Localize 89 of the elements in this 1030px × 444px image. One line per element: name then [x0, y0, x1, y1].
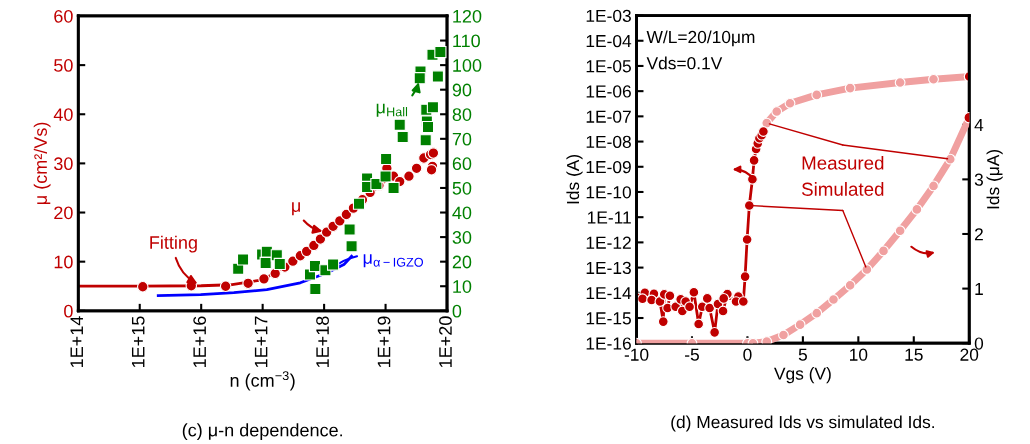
- x-tick-label: 1E+17: [254, 316, 268, 367]
- y2-tick-label: 60: [452, 157, 472, 171]
- y2-tick-label: 110: [453, 34, 480, 48]
- x-tick-label: 1E+14: [70, 316, 83, 367]
- point: [709, 326, 721, 338]
- y-tick-label: 20: [54, 206, 73, 220]
- y2-tick-label: 3: [974, 173, 983, 186]
- y2-tick-label: 80: [452, 108, 472, 121]
- y2-axis-title: Ids (μA): [986, 149, 1003, 209]
- y-tick-label: 40: [53, 108, 73, 121]
- x-tick-label: 15: [905, 348, 923, 361]
- point: [748, 154, 760, 166]
- annotation: Measured: [802, 155, 884, 170]
- text: (c) μ-n dependence.: [182, 423, 342, 441]
- y2-tick-label: 100: [453, 59, 482, 72]
- y2-tick-label: 30: [452, 231, 472, 244]
- y-tick-label: 1E-05: [586, 60, 631, 73]
- point: [701, 292, 713, 304]
- y2-tick-label: 1: [975, 282, 983, 295]
- y-tick-label: 1E-12: [586, 236, 631, 249]
- x-tick-label: 0: [743, 348, 752, 361]
- y2-tick-label: 70: [452, 132, 472, 146]
- x-axis-title: Vgs (V): [774, 367, 831, 384]
- y-axis-title: μ (cm²/Vs): [33, 122, 51, 204]
- y-tick-label: 1E-10: [586, 186, 631, 199]
- point: [784, 97, 796, 109]
- x-tick-label: 1E+16: [193, 316, 207, 367]
- y2-tick-label: 90: [452, 83, 472, 97]
- annotation: Simulated: [801, 182, 884, 196]
- y2-tick-label: 0: [452, 304, 462, 318]
- point: [844, 82, 856, 94]
- y-tick-label: 1E-06: [586, 85, 631, 98]
- point: [811, 89, 823, 101]
- y2-tick-label: 120: [453, 9, 482, 23]
- x-tick-label: 1E+18: [316, 316, 329, 367]
- text: (d) Measured Ids vs simulated Ids.: [671, 415, 934, 432]
- point: [771, 106, 783, 117]
- point: [743, 200, 755, 211]
- y-tick-label: 1E-07: [586, 110, 631, 123]
- y-tick-label: 1E-08: [586, 135, 631, 149]
- y-tick-label: 1E-15: [586, 312, 631, 325]
- y-tick-label: 1E-14: [586, 287, 632, 300]
- y-tick-label: 0: [64, 304, 73, 318]
- y-tick-label: 60: [54, 9, 73, 23]
- point: [718, 292, 730, 304]
- x-tick-label: 10: [850, 348, 868, 361]
- x-tick-label: 1E+19: [377, 316, 391, 367]
- point: [664, 290, 676, 302]
- y2-tick-label: 40: [452, 206, 472, 220]
- series-label: μ: [292, 202, 300, 216]
- y-tick-label: 1E-03: [586, 9, 631, 22]
- x-tick-label: -5: [685, 348, 699, 361]
- point: [741, 234, 753, 245]
- x-tick-label: 5: [798, 348, 807, 361]
- point: [739, 271, 751, 282]
- point: [688, 286, 700, 298]
- y-tick-label: 1E-09: [586, 160, 631, 174]
- point: [657, 316, 669, 328]
- y2-tick-label: 4: [974, 119, 984, 132]
- x-tick-label: 20: [960, 348, 979, 361]
- point: [704, 302, 716, 314]
- y-tick-label: 1E-13: [586, 261, 631, 275]
- annotation: Vds=0.1V: [646, 56, 723, 70]
- point: [693, 318, 705, 330]
- y2-tick-label: 50: [452, 181, 472, 195]
- x-tick-label: -10: [624, 348, 649, 361]
- point: [737, 296, 749, 307]
- y-tick-label: 1E-04: [586, 34, 632, 48]
- point: [717, 305, 729, 317]
- point: [684, 301, 695, 313]
- y-tick-label: 30: [54, 157, 73, 171]
- y2-tick-label: 10: [453, 280, 472, 293]
- legend-label: μ$_{α−IGZO}$: [363, 254, 423, 268]
- y-axis-title: Ids (A): [566, 154, 583, 204]
- point: [928, 73, 939, 85]
- point: [894, 77, 906, 88]
- y2-tick-label: 2: [974, 228, 983, 241]
- y-tick-label: 50: [54, 59, 73, 72]
- y-tick-label: 10: [54, 255, 73, 269]
- y-tick-label: 1E-11: [587, 211, 631, 224]
- series-label: μ$_{Hall}$: [376, 103, 408, 117]
- annotation: W/L=20/10μm: [646, 30, 755, 47]
- y-tick-label: 1E-16: [586, 337, 631, 350]
- y2-tick-label: 20: [452, 255, 472, 269]
- x-tick-label: 1E+20: [439, 316, 452, 367]
- point: [757, 126, 769, 137]
- x-tick-label: 1E+15: [131, 316, 145, 367]
- series-label: Fitting: [150, 235, 197, 253]
- x-axis-title: n (cm$^{−3}$): [230, 371, 295, 391]
